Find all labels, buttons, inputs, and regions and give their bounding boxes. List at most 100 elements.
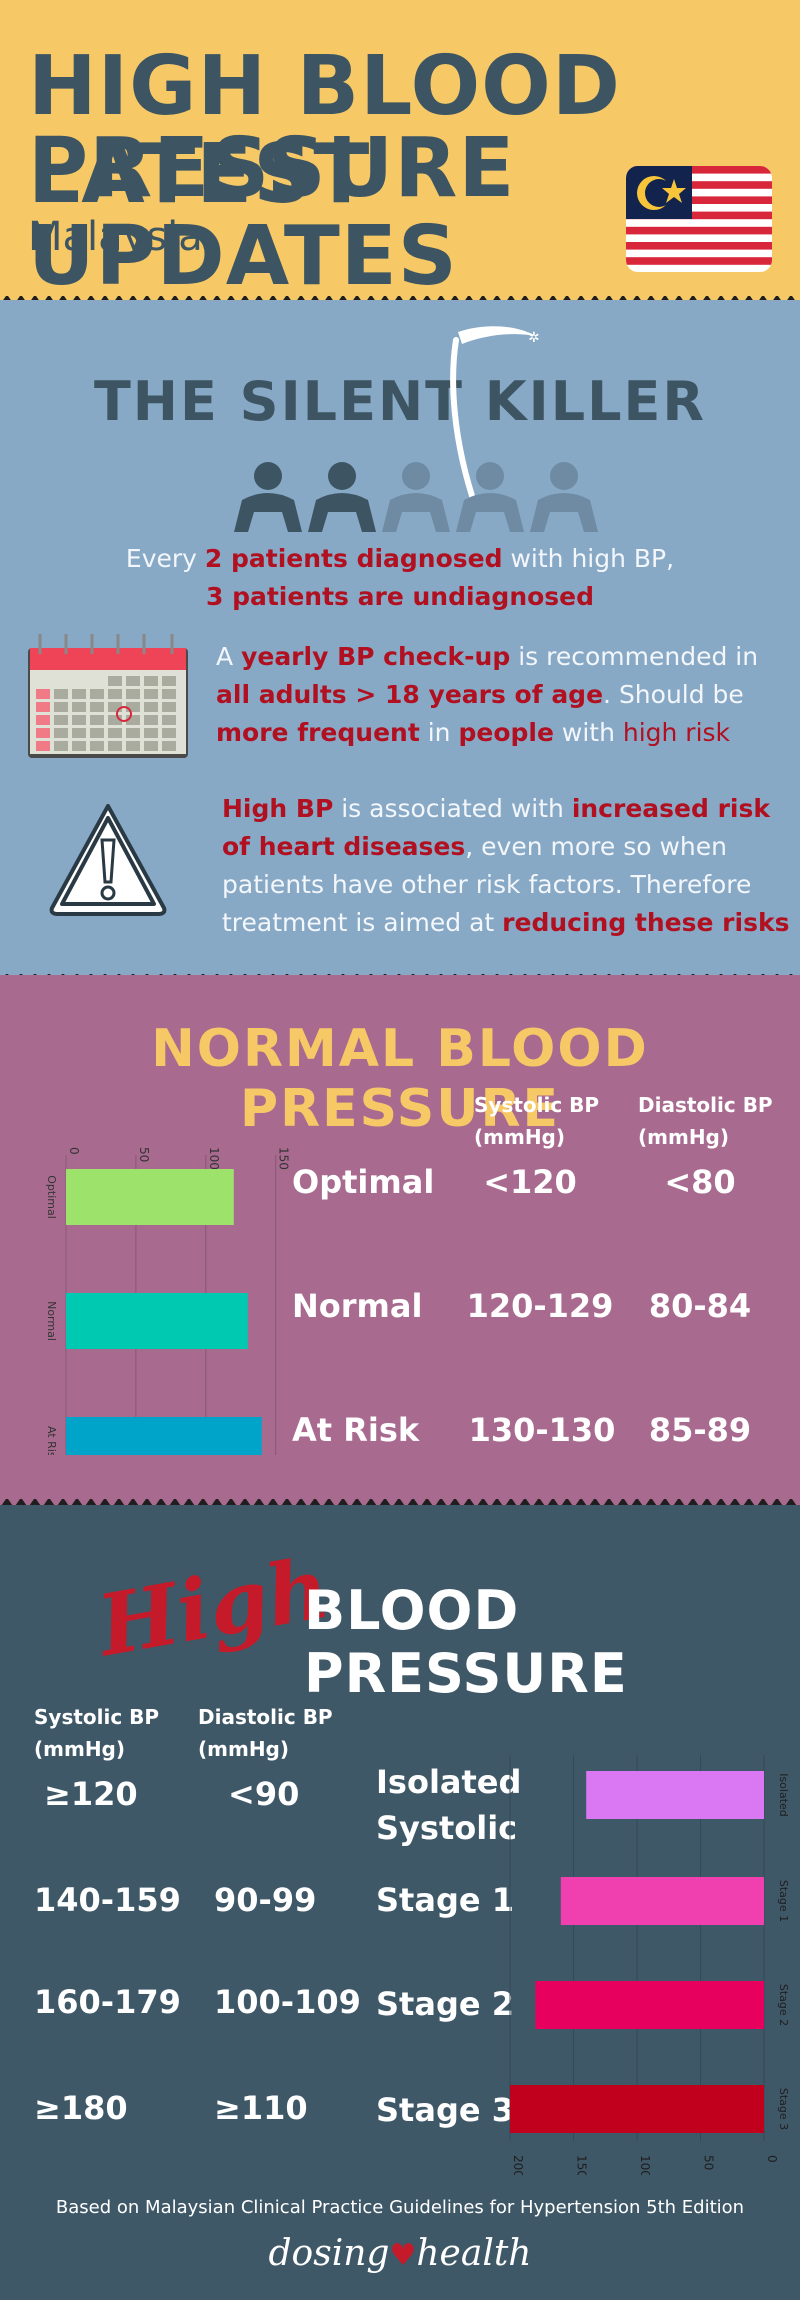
calendar-day-cell bbox=[108, 728, 122, 738]
calendar-day-cell bbox=[90, 741, 104, 751]
calendar-day-cell bbox=[90, 689, 104, 699]
normal-col-systolic-1: Systolic BP bbox=[474, 1093, 600, 1117]
risk-t1: High BP bbox=[222, 794, 334, 823]
normal-bp-section: NORMAL BLOOD PRESSURE Systolic BP (mmHg) … bbox=[0, 975, 800, 1523]
high-col-systolic: Systolic BP (mmHg) bbox=[34, 1701, 159, 1765]
checkup-line-3: more frequent in people with high risk bbox=[216, 714, 786, 752]
checkup-text: A yearly BP check-up is recommended in a… bbox=[216, 638, 786, 752]
malaysia-flag-icon bbox=[626, 166, 772, 272]
calendar-day-cell bbox=[162, 702, 176, 712]
normal-row-diastolic-optimal: <80 bbox=[664, 1163, 736, 1201]
calendar-day-cell bbox=[126, 689, 140, 699]
bar-stage-1 bbox=[560, 1877, 764, 1925]
calendar-day-cell bbox=[54, 702, 68, 712]
high-row-diastolic-stage3: ≥110 bbox=[214, 2089, 308, 2127]
calendar-day-cell bbox=[162, 741, 176, 751]
svg-text:✲: ✲ bbox=[528, 330, 540, 346]
high-col-diastolic-1: Diastolic BP bbox=[198, 1705, 333, 1729]
normal-bp-title: NORMAL BLOOD PRESSURE bbox=[151, 1019, 649, 1139]
person-icon-undiagnosed-3 bbox=[530, 462, 598, 532]
risk-t7: treatment is aimed at bbox=[222, 908, 503, 937]
calendar-day-cell bbox=[108, 689, 122, 699]
risk-t5: , even more so when bbox=[465, 832, 727, 861]
stat-diagnosed: 2 patients diagnosed bbox=[204, 544, 503, 573]
risk-text: High BP is associated with increased ris… bbox=[222, 790, 792, 942]
calendar-day-cell bbox=[72, 741, 86, 751]
normal-row-systolic-optimal: <120 bbox=[483, 1163, 577, 1201]
normal-row-label-atrisk: At Risk bbox=[292, 1411, 420, 1449]
calendar-day-cell bbox=[108, 715, 122, 725]
calendar-day-cell bbox=[126, 728, 140, 738]
stat-prefix: Every bbox=[125, 544, 205, 573]
checkup-t10: high risk bbox=[622, 718, 731, 747]
person-icon-diagnosed-1 bbox=[234, 462, 302, 532]
calendar-day-cell bbox=[36, 715, 50, 725]
calendar-day-cell bbox=[126, 741, 140, 751]
normal-bp-chart: 0 50 100 150 Optimal Normal At Risk bbox=[45, 1147, 290, 1455]
bar-isolated bbox=[586, 1771, 764, 1819]
checkup-line-1: A yearly BP check-up is recommended in bbox=[216, 638, 786, 676]
source-footnote: Based on Malaysian Clinical Practice Gui… bbox=[55, 2197, 745, 2218]
high-row-label-isolated: Isolated Systolic bbox=[376, 1759, 521, 1851]
calendar-day-cell bbox=[72, 715, 86, 725]
calendar-day-cell bbox=[36, 702, 50, 712]
tick-label-150: 150 bbox=[575, 2155, 589, 2175]
high-col-diastolic-2: (mmHg) bbox=[198, 1737, 290, 1761]
category-label-stage-2: Stage 2 bbox=[777, 1984, 790, 2026]
high-bp-title: BLOOD PRESSURE bbox=[304, 1579, 628, 1705]
normal-col-systolic: Systolic BP (mmHg) bbox=[474, 1089, 599, 1153]
bar-optimal bbox=[66, 1169, 234, 1225]
diagnosis-stat-line-1: Every 2 patients diagnosed with high BP, bbox=[0, 540, 800, 578]
tick-label-0: 0 bbox=[67, 1147, 81, 1155]
category-label-isolated: Isolated bbox=[777, 1773, 790, 1817]
calendar-day-cell bbox=[108, 741, 122, 751]
high-script-title: High bbox=[91, 1537, 336, 1676]
risk-line-1: High BP is associated with increased ris… bbox=[222, 790, 792, 828]
calendar-icon bbox=[28, 634, 188, 758]
high-row-diastolic-stage2: 100-109 bbox=[214, 1983, 361, 2021]
normal-col-diastolic: Diastolic BP (mmHg) bbox=[638, 1089, 773, 1153]
bar-at-risk bbox=[66, 1417, 262, 1455]
brand-left: dosing bbox=[268, 2233, 390, 2274]
calendar-day-cell bbox=[54, 715, 68, 725]
risk-t3: increased risk bbox=[571, 794, 770, 823]
high-row-systolic-stage2: 160-179 bbox=[34, 1983, 181, 2021]
normal-row-label-normal: Normal bbox=[292, 1287, 423, 1325]
high-row-diastolic-stage1: 90-99 bbox=[214, 1881, 317, 1919]
calendar-day-cell bbox=[144, 715, 158, 725]
calendar-day-cell bbox=[72, 689, 86, 699]
high-row-systolic-stage1: 140-159 bbox=[34, 1881, 181, 1919]
normal-col-diastolic-2: (mmHg) bbox=[638, 1125, 730, 1149]
brand-right: health bbox=[416, 2233, 532, 2274]
calendar-day-cell bbox=[144, 741, 158, 751]
checkup-t5: . Should be bbox=[603, 680, 744, 709]
subtitle-country: Malaysia bbox=[28, 214, 203, 260]
warning-icon bbox=[49, 804, 167, 916]
calendar-day-cell bbox=[54, 728, 68, 738]
bar-normal bbox=[66, 1293, 248, 1349]
normal-row-label-optimal: Optimal bbox=[292, 1163, 435, 1201]
tick-label-0: 0 bbox=[765, 2155, 779, 2163]
calendar-day-cell bbox=[36, 728, 50, 738]
bar-stage-2 bbox=[535, 1981, 764, 2029]
normal-row-diastolic-atrisk: 85-89 bbox=[648, 1411, 752, 1449]
calendar-day-cell bbox=[162, 689, 176, 699]
category-label-at-risk: At Risk bbox=[45, 1426, 58, 1455]
high-bp-chart: 200 150 100 50 0 Isolated Stage 1 Stage 2 Stage … bbox=[509, 1755, 790, 2175]
category-label-stage-3: Stage 3 bbox=[777, 2088, 790, 2130]
calendar-day-cell bbox=[144, 676, 158, 686]
risk-t2: is associated with bbox=[333, 794, 572, 823]
high-col-diastolic: Diastolic BP (mmHg) bbox=[198, 1701, 333, 1765]
calendar-day-cell bbox=[36, 741, 50, 751]
tick-label-200: 200 bbox=[511, 2155, 525, 2175]
high-row-label-stage3: Stage 3 bbox=[376, 2091, 514, 2129]
normal-col-systolic-2: (mmHg) bbox=[474, 1125, 566, 1149]
calendar-day-cell bbox=[54, 741, 68, 751]
high-row-label-stage1: Stage 1 bbox=[376, 1881, 514, 1919]
high-row-label-isolated-1: Isolated bbox=[376, 1763, 522, 1801]
calendar-day-cell bbox=[144, 728, 158, 738]
risk-line-3: patients have other risk factors. Theref… bbox=[222, 870, 752, 899]
scythe-icon: ✲ bbox=[450, 326, 540, 511]
normal-row-systolic-atrisk: 130-130 bbox=[468, 1411, 616, 1449]
calendar-day-cell bbox=[90, 728, 104, 738]
